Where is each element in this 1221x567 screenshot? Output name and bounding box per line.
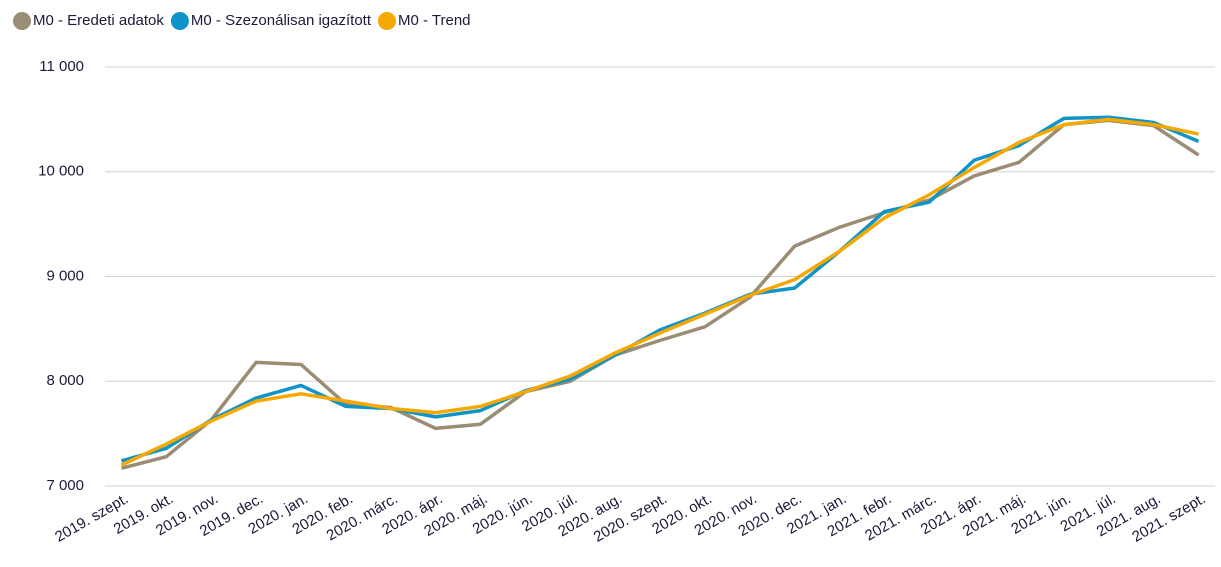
legend-marker — [13, 12, 31, 30]
legend-marker — [170, 12, 189, 30]
y-tick-label: 7 000 — [46, 477, 84, 494]
y-tick-label: 9 000 — [46, 267, 84, 284]
y-tick-label: 11 000 — [39, 58, 84, 75]
y-tick-label: 10 000 — [38, 163, 84, 180]
series-line — [121, 118, 1200, 470]
legend-label: M0 - Eredeti adatok — [33, 12, 164, 29]
legend-label: M0 - Trend — [398, 12, 471, 29]
series-line — [120, 117, 1199, 467]
legend-label: M0 - Szezonálisan igazított — [191, 12, 372, 29]
legend-marker — [378, 12, 396, 30]
y-tick-label: 8 000 — [46, 372, 84, 389]
series-line — [120, 115, 1200, 463]
